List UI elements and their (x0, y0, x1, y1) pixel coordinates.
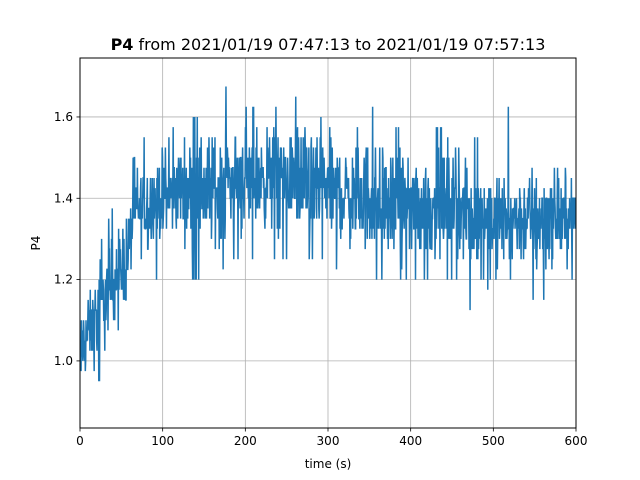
y-tick-label: 1.0 (54, 354, 73, 368)
series-line (80, 86, 576, 382)
y-tick-label: 1.4 (54, 191, 73, 205)
x-tick-label: 0 (76, 434, 84, 448)
series-group (80, 86, 576, 382)
x-tick-label: 600 (565, 434, 588, 448)
y-tick-label: 1.2 (54, 273, 73, 287)
x-tick-label: 400 (399, 434, 422, 448)
x-tick-label: 300 (317, 434, 340, 448)
x-axis-label: time (s) (305, 457, 352, 471)
x-axis: 0 100 200 300 400 500 600 (76, 428, 587, 448)
y-axis-label: P4 (29, 236, 43, 251)
y-axis: 1.0 1.2 1.4 1.6 (54, 110, 80, 368)
x-tick-label: 100 (151, 434, 174, 448)
x-tick-label: 200 (234, 434, 257, 448)
chart-title: P4 from 2021/01/19 07:47:13 to 2021/01/1… (111, 35, 546, 54)
chart-title-bold: P4 (111, 35, 134, 54)
chart-title-rest: from 2021/01/19 07:47:13 to 2021/01/19 0… (133, 35, 545, 54)
x-tick-label: 500 (482, 434, 505, 448)
y-tick-label: 1.6 (54, 110, 73, 124)
